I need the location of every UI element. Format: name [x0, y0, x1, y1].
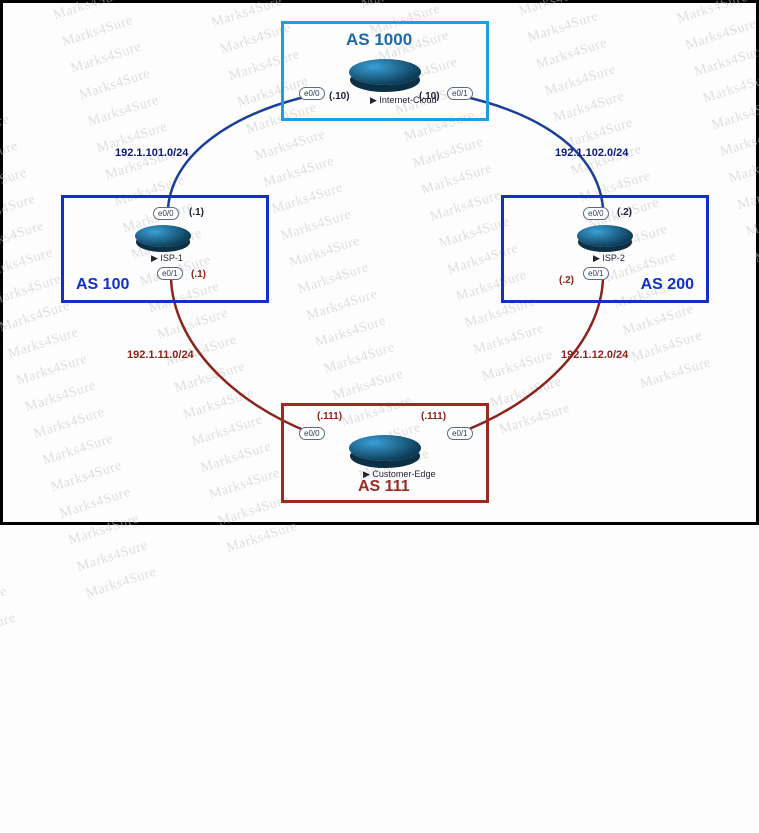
if-cloud-e00: e0/0	[299, 87, 325, 100]
as-title-111: AS 111	[358, 478, 410, 496]
router-isp1-label: ▶ ISP-1	[151, 253, 183, 264]
router-isp1	[135, 225, 191, 247]
if-cust-e01: e0/1	[447, 427, 473, 440]
if-isp2-e01: e0/1	[583, 267, 609, 280]
ip-cloud-right: (.10)	[419, 91, 440, 102]
subnet-top-right: 192.1.102.0/24	[555, 147, 628, 159]
ip-isp2-up: (.2)	[617, 207, 632, 218]
ip-isp1-up: (.1)	[189, 207, 204, 218]
as-title-1000: AS 1000	[346, 30, 412, 50]
subnet-top-left: 192.1.101.0/24	[115, 147, 188, 159]
ip-isp1-down: (.1)	[191, 269, 206, 280]
as-title-200: AS 200	[641, 276, 694, 294]
subnet-bottom-left: 192.1.11.0/24	[127, 349, 194, 361]
router-customer	[349, 435, 421, 461]
router-cloud	[349, 59, 421, 85]
router-customer-label: ▶ Customer-Edge	[363, 469, 435, 480]
ip-isp2-down: (.2)	[559, 275, 574, 286]
as-title-100: AS 100	[76, 276, 129, 294]
ip-cloud-left: (.10)	[329, 91, 350, 102]
if-isp1-e01: e0/1	[157, 267, 183, 280]
ip-cust-right: (.111)	[421, 411, 446, 422]
if-cust-e00: e0/0	[299, 427, 325, 440]
if-cloud-e01: e0/1	[447, 87, 473, 100]
if-isp2-e00: e0/0	[583, 207, 609, 220]
ip-cust-left: (.111)	[317, 411, 342, 422]
router-isp2	[577, 225, 633, 247]
subnet-bottom-right: 192.1.12.0/24	[561, 349, 628, 361]
if-isp1-e00: e0/0	[153, 207, 179, 220]
router-isp2-label: ▶ ISP-2	[593, 253, 625, 264]
